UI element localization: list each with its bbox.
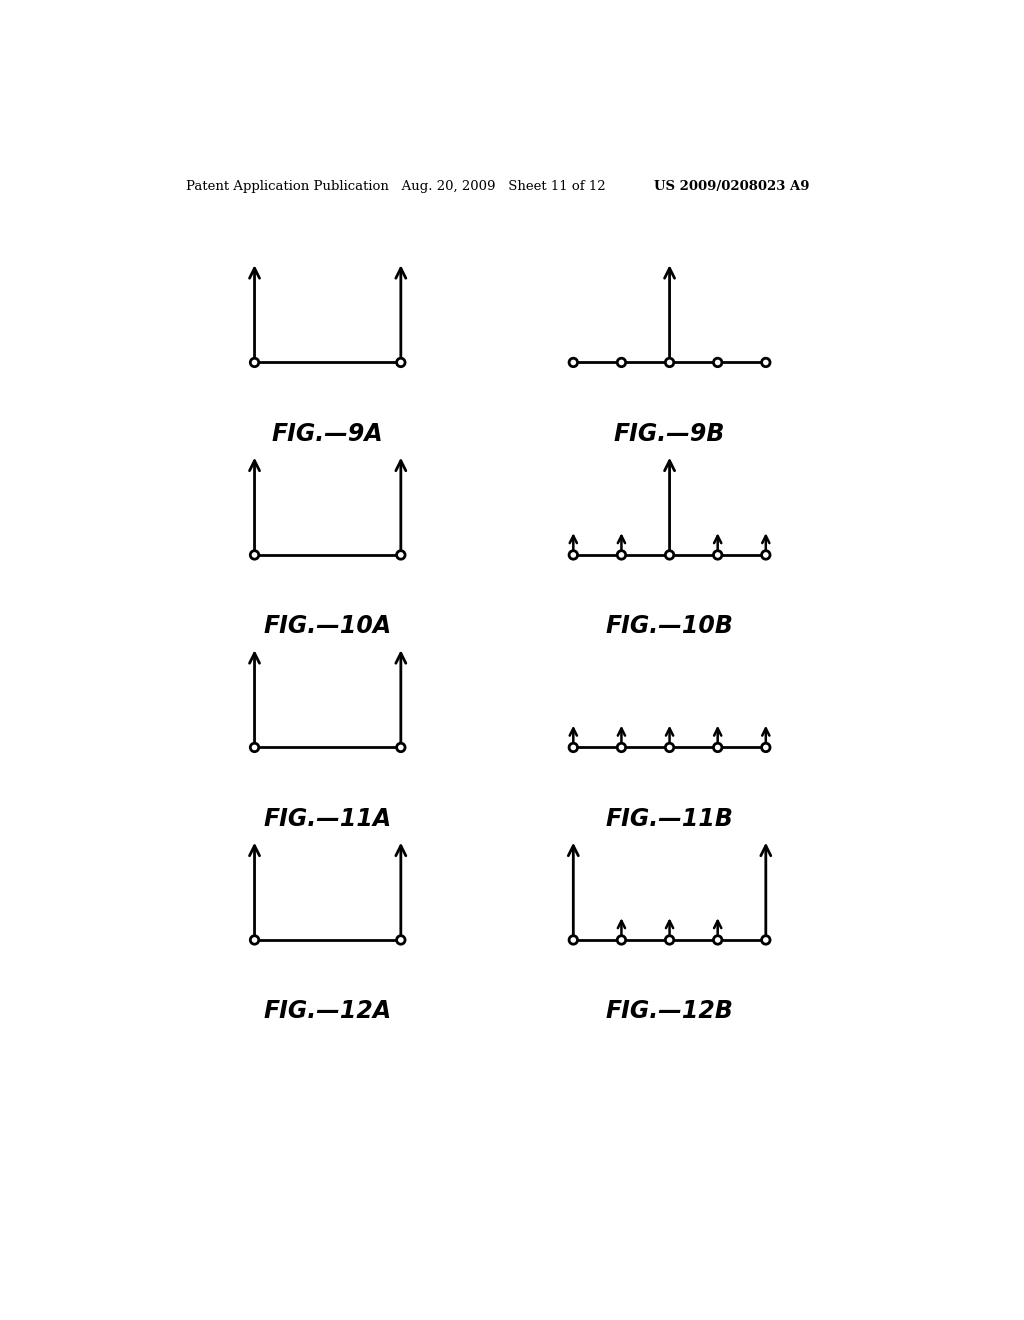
- Circle shape: [617, 550, 626, 560]
- Circle shape: [666, 550, 674, 560]
- Circle shape: [762, 743, 770, 751]
- Text: FIG.—10A: FIG.—10A: [263, 614, 392, 639]
- Circle shape: [396, 743, 406, 751]
- Text: FIG.—12B: FIG.—12B: [605, 999, 733, 1023]
- Circle shape: [714, 550, 722, 560]
- Circle shape: [250, 550, 259, 560]
- Text: Patent Application Publication   Aug. 20, 2009   Sheet 11 of 12: Patent Application Publication Aug. 20, …: [186, 180, 605, 193]
- Circle shape: [569, 358, 578, 367]
- Circle shape: [714, 743, 722, 751]
- Circle shape: [617, 358, 626, 367]
- Circle shape: [762, 358, 770, 367]
- Circle shape: [569, 550, 578, 560]
- Circle shape: [666, 743, 674, 751]
- Text: FIG.—11A: FIG.—11A: [263, 807, 392, 830]
- Circle shape: [396, 550, 406, 560]
- Text: FIG.—9A: FIG.—9A: [271, 422, 384, 446]
- Circle shape: [762, 550, 770, 560]
- Circle shape: [569, 743, 578, 751]
- Circle shape: [396, 358, 406, 367]
- Circle shape: [666, 936, 674, 944]
- Text: FIG.—12A: FIG.—12A: [263, 999, 392, 1023]
- Circle shape: [762, 936, 770, 944]
- Circle shape: [617, 936, 626, 944]
- Text: FIG.—11B: FIG.—11B: [605, 807, 733, 830]
- Circle shape: [666, 358, 674, 367]
- Text: FIG.—9B: FIG.—9B: [613, 422, 725, 446]
- Text: FIG.—10B: FIG.—10B: [605, 614, 733, 639]
- Circle shape: [250, 743, 259, 751]
- Circle shape: [396, 936, 406, 944]
- Circle shape: [250, 936, 259, 944]
- Circle shape: [569, 936, 578, 944]
- Circle shape: [617, 743, 626, 751]
- Circle shape: [250, 358, 259, 367]
- Text: US 2009/0208023 A9: US 2009/0208023 A9: [654, 180, 810, 193]
- Circle shape: [714, 936, 722, 944]
- Circle shape: [714, 358, 722, 367]
